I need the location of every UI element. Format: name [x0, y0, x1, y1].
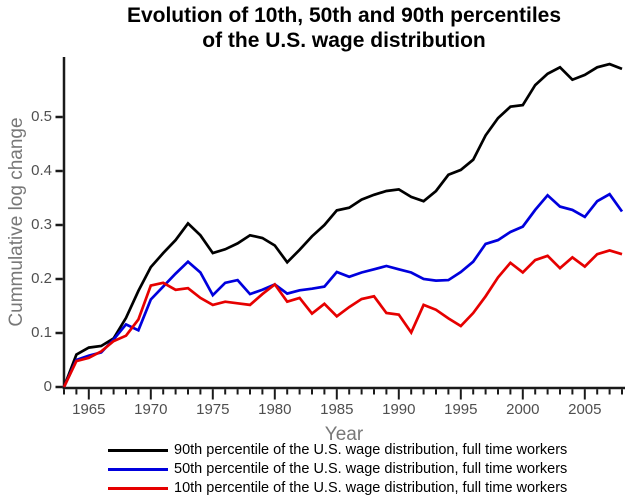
x-tick-label: 2000	[506, 401, 540, 418]
x-tick-label: 1965	[72, 401, 106, 418]
legend-row-50th: 50th percentile of the U.S. wage distrib…	[108, 461, 567, 477]
legend-swatch-10th	[108, 486, 168, 490]
legend-label: 90th percentile of the U.S. wage distrib…	[174, 442, 568, 458]
legend-swatch-90th	[108, 448, 168, 452]
x-axis-label: Year	[324, 424, 364, 445]
x-tick-label: 1975	[196, 401, 230, 418]
series-line-50th	[62, 192, 624, 388]
chart-title: Evolution of 10th, 50th and 90th percent…	[64, 3, 624, 53]
series-line-10th	[62, 248, 623, 388]
x-tick-label: 2005	[568, 401, 602, 418]
legend-row-10th: 10th percentile of the U.S. wage distrib…	[108, 480, 567, 496]
x-tick-label: 1995	[444, 401, 478, 418]
chart-title-line2: of the U.S. wage distribution	[202, 29, 486, 52]
y-tick-label: 0.1	[31, 324, 52, 341]
series-line-90th	[62, 62, 623, 388]
legend-swatch-50th	[108, 467, 168, 471]
legend-row-90th: 90th percentile of the U.S. wage distrib…	[108, 442, 567, 458]
y-tick-label: 0.5	[31, 108, 52, 125]
legend-label: 10th percentile of the U.S. wage distrib…	[174, 480, 568, 496]
x-tick-label: 1980	[258, 401, 292, 418]
legend-label: 50th percentile of the U.S. wage distrib…	[174, 461, 568, 477]
chart-title-line1: Evolution of 10th, 50th and 90th percent…	[126, 4, 562, 27]
y-tick-label: 0.4	[31, 162, 52, 179]
x-tick-label: 1990	[382, 401, 416, 418]
y-tick-label: 0.2	[31, 270, 52, 287]
y-tick-label: 0.3	[31, 216, 52, 233]
x-tick-label: 1970	[134, 401, 168, 418]
x-tick-label: 1985	[320, 401, 354, 418]
y-tick-label: 0	[43, 378, 52, 395]
